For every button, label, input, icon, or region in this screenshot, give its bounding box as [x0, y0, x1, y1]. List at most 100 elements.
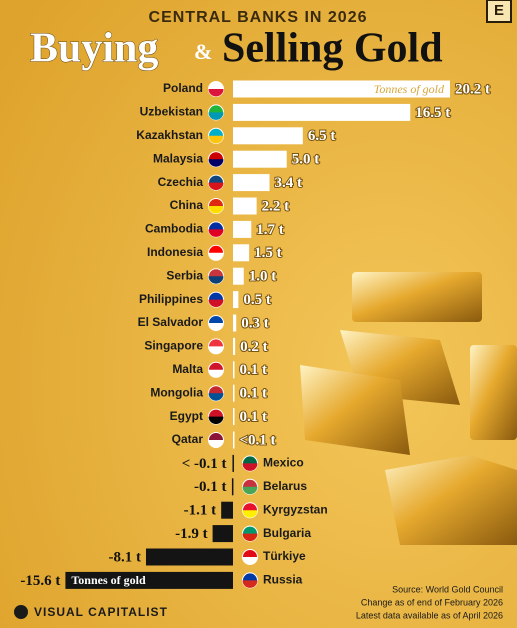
- flag: [208, 89, 224, 97]
- bar: [233, 384, 235, 402]
- bar: [233, 197, 257, 215]
- value-label: 0.1 t: [240, 362, 268, 378]
- category-label: Czechia: [158, 175, 204, 189]
- category-label: Qatar: [172, 432, 204, 446]
- annotation: Tonnes of gold: [374, 82, 445, 96]
- bar: [231, 478, 234, 496]
- logo-badge: [486, 0, 512, 23]
- bar: [233, 80, 450, 98]
- bar: [65, 571, 234, 589]
- flag: [242, 486, 258, 495]
- bar: [233, 431, 235, 449]
- flag: [208, 440, 224, 448]
- flag: [208, 182, 224, 191]
- value-label: 2.2 t: [262, 198, 290, 214]
- logo-badge-text: E: [494, 2, 504, 19]
- source-line: Change as of end of February 2026: [361, 597, 503, 607]
- value-label: -0.1 t: [194, 479, 227, 495]
- source-line: Latest data available as of April 2026: [356, 610, 503, 620]
- category-label: Singapore: [144, 339, 203, 353]
- value-label: 0.1 t: [240, 386, 268, 402]
- category-label: Poland: [163, 81, 203, 95]
- flag: [208, 206, 224, 214]
- flag: [242, 557, 258, 565]
- flag: [208, 323, 224, 331]
- value-label: 16.5 t: [415, 105, 450, 121]
- flag: [242, 580, 258, 588]
- value-label: 1.7 t: [256, 222, 284, 238]
- category-label: Serbia: [166, 268, 203, 282]
- bar: [233, 174, 270, 192]
- flag: [208, 112, 224, 120]
- category-label: El Salvador: [138, 315, 204, 329]
- category-label: Russia: [263, 573, 303, 587]
- flag: [208, 276, 224, 284]
- flag: [208, 252, 224, 261]
- value-label: < -0.1 t: [182, 456, 227, 472]
- bar: [233, 150, 287, 168]
- subtitle-buying: Buying: [30, 26, 158, 72]
- flag: [242, 463, 258, 471]
- value-label: 6.5 t: [308, 128, 336, 144]
- category-label: Kazakhstan: [136, 128, 203, 142]
- source-notes: Source: World Gold Council Change as of …: [356, 584, 503, 620]
- value-label: -8.1 t: [108, 549, 141, 565]
- bar: [233, 314, 237, 332]
- value-label: 0.5 t: [243, 292, 270, 308]
- category-label: Philippines: [139, 292, 203, 306]
- bar: [233, 244, 250, 262]
- value-label: <0.1 t: [240, 432, 276, 448]
- value-label: 1.5 t: [254, 245, 282, 261]
- category-label: Cambodia: [145, 222, 203, 236]
- flag: [208, 299, 224, 308]
- flag: [242, 510, 258, 518]
- subtitle-amp: &: [194, 39, 212, 64]
- flag: [208, 369, 224, 378]
- flag: [208, 135, 224, 144]
- annotation: Tonnes of gold: [71, 573, 146, 587]
- value-label: 3.4 t: [275, 175, 303, 191]
- bar: [233, 103, 411, 121]
- bar: [233, 361, 235, 379]
- flag: [208, 229, 224, 237]
- category-label: Malta: [172, 362, 203, 376]
- flag: [208, 416, 224, 425]
- flag: [208, 393, 224, 401]
- bar: [232, 454, 234, 472]
- value-label: 0.3 t: [241, 315, 269, 331]
- bar: [212, 525, 233, 543]
- value-label: -15.6 t: [20, 573, 60, 589]
- bar: [145, 548, 233, 566]
- category-label: Belarus: [263, 479, 307, 493]
- bar: [233, 408, 235, 426]
- category-label: Egypt: [170, 409, 203, 423]
- source-line: Source: World Gold Council: [392, 584, 503, 594]
- bar: [221, 501, 233, 519]
- category-label: Mexico: [263, 456, 304, 470]
- category-label: Mongolia: [150, 385, 203, 399]
- bar: [233, 267, 244, 285]
- category-label: Indonesia: [147, 245, 203, 259]
- value-label: 5.0 t: [292, 152, 320, 168]
- bar: [233, 291, 239, 309]
- bar: [233, 127, 303, 145]
- category-label: Türkiye: [263, 549, 306, 563]
- bar: [233, 337, 236, 355]
- gold-bars-illustration: [300, 272, 517, 545]
- flag: [242, 533, 258, 542]
- value-label: 0.1 t: [240, 409, 268, 425]
- value-label: 0.2 t: [240, 339, 267, 355]
- category-label: Malaysia: [153, 151, 203, 165]
- value-label: 1.0 t: [249, 269, 276, 285]
- brand-name: VISUAL CAPITALIST: [34, 605, 168, 619]
- category-label: Uzbekistan: [140, 105, 203, 119]
- category-label: Bulgaria: [263, 526, 311, 540]
- flag: [208, 346, 224, 354]
- bar: [233, 220, 252, 238]
- value-label: -1.9 t: [175, 526, 208, 542]
- value-label: -1.1 t: [184, 503, 217, 519]
- flag: [208, 159, 224, 167]
- brand-icon: [14, 605, 28, 619]
- category-label: Kyrgyzstan: [263, 502, 328, 516]
